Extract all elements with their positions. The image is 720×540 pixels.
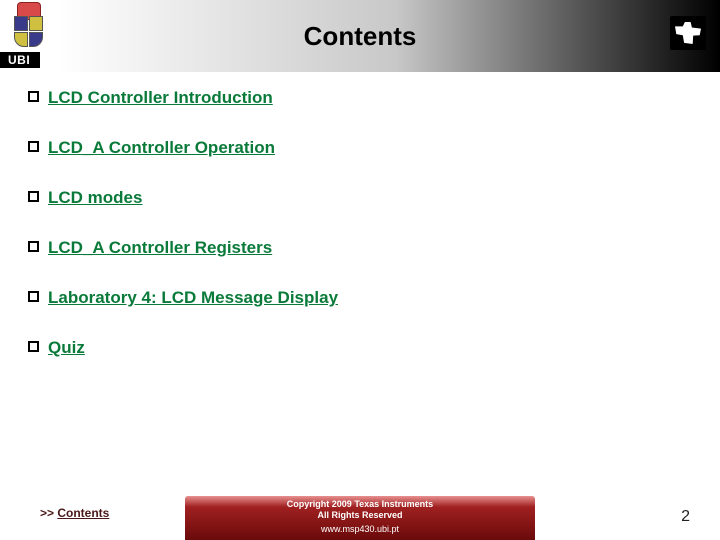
footer-bar: Copyright 2009 Texas Instruments All Rig… xyxy=(185,496,535,540)
shield-quadrant xyxy=(29,32,43,47)
contents-nav-prefix: >> xyxy=(40,506,57,520)
square-bullet-icon xyxy=(28,291,39,302)
list-item: Laboratory 4: LCD Message Display xyxy=(28,288,692,308)
square-bullet-icon xyxy=(28,191,39,202)
list-item: LCD Controller Introduction xyxy=(28,88,692,108)
ubi-logo xyxy=(4,2,54,52)
contents-nav-label: Contents xyxy=(57,506,109,520)
square-bullet-icon xyxy=(28,91,39,102)
toc-link[interactable]: LCD Controller Introduction xyxy=(48,88,273,108)
page-number: 2 xyxy=(681,508,690,526)
toc-link[interactable]: LCD modes xyxy=(48,188,142,208)
footer-website: www.msp430.ubi.pt xyxy=(185,524,535,535)
list-item: LCD_A Controller Registers xyxy=(28,238,692,258)
toc-link[interactable]: LCD_A Controller Registers xyxy=(48,238,272,258)
shield-quadrant xyxy=(14,16,28,31)
copyright-line-1: Copyright 2009 Texas Instruments xyxy=(185,499,535,510)
toc-link[interactable]: Quiz xyxy=(48,338,85,358)
contents-nav-link[interactable]: >> Contents xyxy=(40,506,109,520)
toc-link[interactable]: LCD_A Controller Operation xyxy=(48,138,275,158)
shield-quadrant xyxy=(14,32,28,47)
square-bullet-icon xyxy=(28,241,39,252)
shield-quadrant xyxy=(29,16,43,31)
square-bullet-icon xyxy=(28,141,39,152)
title-bar: Contents xyxy=(0,0,720,72)
copyright-line-2: All Rights Reserved xyxy=(185,510,535,521)
contents-list: LCD Controller Introduction LCD_A Contro… xyxy=(28,88,692,388)
ti-logo-icon xyxy=(670,16,710,56)
subtitle-badge: UBI xyxy=(0,52,40,68)
list-item: Quiz xyxy=(28,338,692,358)
list-item: LCD_A Controller Operation xyxy=(28,138,692,158)
page-title: Contents xyxy=(0,21,720,52)
toc-link[interactable]: Laboratory 4: LCD Message Display xyxy=(48,288,338,308)
list-item: LCD modes xyxy=(28,188,692,208)
slide: Contents UBI LCD Controller Introduction… xyxy=(0,0,720,540)
square-bullet-icon xyxy=(28,341,39,352)
